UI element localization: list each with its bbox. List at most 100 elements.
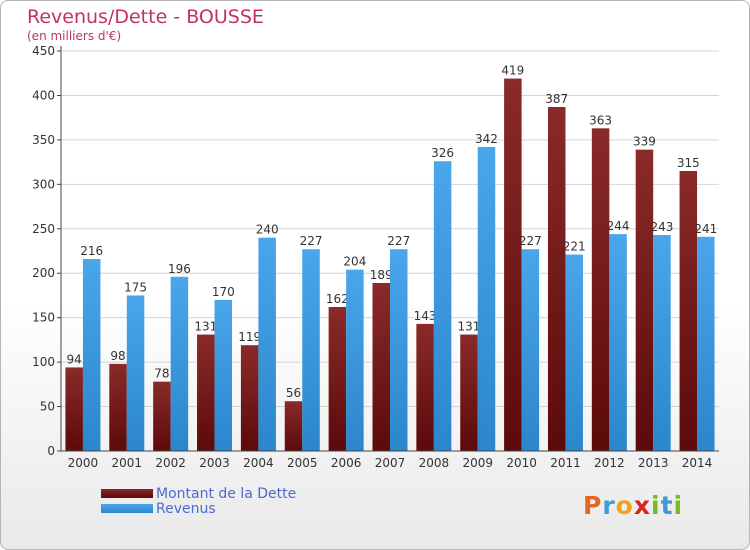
bar-dette	[679, 171, 698, 451]
bar-revenus	[609, 234, 627, 451]
bar-revenus	[433, 161, 452, 451]
data-label: 227	[387, 234, 410, 248]
chart-subtitle: (en milliers d'€)	[27, 29, 122, 43]
data-label: 241	[694, 222, 717, 236]
x-tick-label: 2005	[287, 456, 318, 470]
data-label: 131	[194, 320, 217, 334]
data-label: 387	[545, 92, 568, 106]
data-label: 94	[67, 352, 82, 366]
bar-revenus	[82, 259, 101, 451]
x-tick-label: 2010	[506, 456, 537, 470]
y-tick-label: 100	[32, 355, 55, 369]
bar-dette	[65, 367, 83, 451]
bar-revenus	[477, 147, 496, 451]
bar-dette	[504, 78, 522, 452]
bar-revenus	[346, 269, 364, 451]
data-label: 189	[370, 268, 393, 282]
data-label: 342	[475, 132, 498, 146]
x-tick-label: 2001	[112, 456, 143, 470]
x-tick-label: 2009	[462, 456, 493, 470]
y-tick-label: 0	[47, 444, 55, 458]
bar-dette	[591, 128, 610, 451]
bar-dette	[460, 334, 478, 451]
x-tick-label: 2002	[155, 456, 186, 470]
data-label: 119	[238, 330, 261, 344]
x-tick-label: 2013	[638, 456, 669, 470]
chart-title: Revenus/Dette - BOUSSE	[27, 6, 264, 28]
y-tick-label: 200	[32, 266, 55, 280]
bar-dette	[416, 323, 434, 451]
y-tick-label: 150	[32, 311, 55, 325]
x-tick-label: 2004	[243, 456, 274, 470]
logo-letter: i	[673, 491, 684, 520]
bar-revenus	[258, 237, 276, 451]
x-tick-label: 2006	[331, 456, 362, 470]
bar-dette	[635, 149, 654, 451]
data-label: 227	[519, 234, 542, 248]
x-tick-label: 2012	[594, 456, 625, 470]
logo-letter: o	[615, 491, 634, 520]
data-label: 162	[326, 292, 349, 306]
data-label: 216	[80, 244, 103, 258]
bar-revenus	[214, 299, 233, 451]
data-label: 227	[300, 234, 323, 248]
data-label: 315	[677, 156, 700, 170]
bar-dette	[197, 334, 215, 451]
bar-dette	[328, 307, 347, 451]
data-label: 196	[168, 262, 191, 276]
bar-revenus	[302, 249, 320, 451]
data-label: 339	[633, 135, 656, 149]
y-tick-label: 400	[32, 88, 55, 102]
logo-letter: t	[660, 491, 674, 520]
bar-dette	[153, 381, 171, 451]
data-label: 78	[154, 367, 169, 381]
logo-letter: x	[633, 491, 651, 520]
logo-letter: P	[583, 491, 603, 520]
data-label: 240	[256, 223, 279, 237]
legend-swatch-dette	[101, 489, 153, 498]
bar-dette	[284, 401, 303, 451]
data-label: 170	[212, 285, 235, 299]
data-label: 221	[563, 240, 586, 254]
bar-revenus	[521, 249, 540, 451]
data-label: 363	[589, 113, 612, 127]
data-label: 175	[124, 280, 147, 294]
logo-letter: r	[602, 491, 616, 520]
bar-revenus	[390, 249, 408, 451]
legend-label-revenus: Revenus	[156, 501, 216, 517]
data-label: 131	[458, 320, 481, 334]
bar-dette	[240, 345, 259, 451]
y-tick-label: 450	[32, 44, 55, 58]
bar-revenus	[697, 236, 715, 451]
data-label: 143	[414, 309, 437, 323]
x-tick-label: 2000	[68, 456, 99, 470]
y-tick-label: 350	[32, 133, 55, 147]
bar-dette	[372, 283, 390, 451]
y-tick-label: 50	[40, 400, 55, 414]
data-label: 419	[501, 64, 524, 78]
data-label: 244	[607, 219, 630, 233]
logo-letter: i	[651, 491, 661, 520]
legend-label-dette: Montant de la Dette	[156, 486, 297, 502]
bar-revenus	[653, 235, 671, 451]
bar-revenus	[170, 276, 189, 451]
bar-dette	[109, 363, 127, 451]
data-label: 98	[110, 349, 125, 363]
x-tick-label: 2007	[375, 456, 406, 470]
bar-dette	[547, 107, 566, 451]
y-tick-label: 250	[32, 222, 55, 236]
data-label: 326	[431, 146, 454, 160]
data-label: 56	[286, 386, 301, 400]
data-label: 243	[650, 220, 673, 234]
x-tick-label: 2003	[199, 456, 230, 470]
x-tick-label: 2008	[419, 456, 450, 470]
bar-revenus	[565, 254, 583, 451]
proxiti-logo: Proxiti	[583, 491, 683, 520]
bar-revenus	[126, 295, 145, 451]
x-tick-label: 2011	[550, 456, 581, 470]
x-tick-label: 2014	[682, 456, 713, 470]
legend-swatch-revenus	[101, 504, 153, 513]
data-label: 204	[343, 255, 366, 269]
